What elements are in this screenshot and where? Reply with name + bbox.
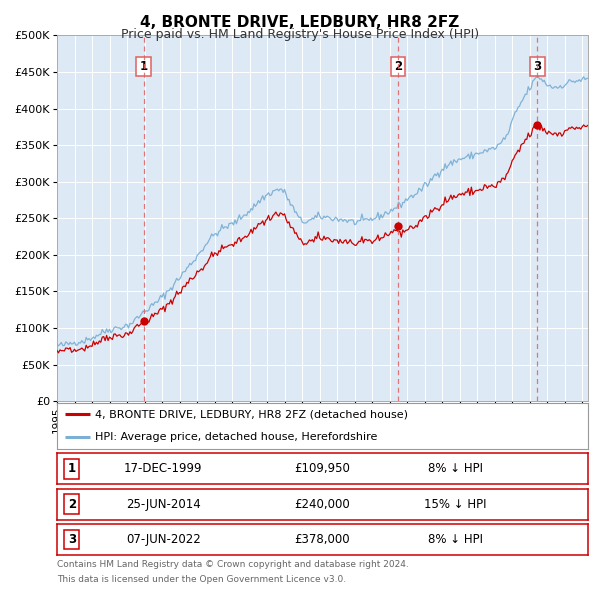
Text: This data is licensed under the Open Government Licence v3.0.: This data is licensed under the Open Gov… (57, 575, 346, 584)
Text: 07-JUN-2022: 07-JUN-2022 (126, 533, 200, 546)
Text: Contains HM Land Registry data © Crown copyright and database right 2024.: Contains HM Land Registry data © Crown c… (57, 560, 409, 569)
Text: 2: 2 (394, 60, 402, 73)
Text: 15% ↓ HPI: 15% ↓ HPI (424, 497, 487, 511)
Text: Price paid vs. HM Land Registry's House Price Index (HPI): Price paid vs. HM Land Registry's House … (121, 28, 479, 41)
Text: £240,000: £240,000 (295, 497, 350, 511)
Text: £109,950: £109,950 (295, 462, 350, 476)
Text: 3: 3 (68, 533, 76, 546)
Text: 1: 1 (68, 462, 76, 476)
Text: 3: 3 (533, 60, 541, 73)
Text: 17-DEC-1999: 17-DEC-1999 (124, 462, 202, 476)
Text: 8% ↓ HPI: 8% ↓ HPI (428, 462, 483, 476)
Text: 8% ↓ HPI: 8% ↓ HPI (428, 533, 483, 546)
Text: 25-JUN-2014: 25-JUN-2014 (126, 497, 200, 511)
Text: 2: 2 (68, 497, 76, 511)
Text: 1: 1 (140, 60, 148, 73)
Text: HPI: Average price, detached house, Herefordshire: HPI: Average price, detached house, Here… (95, 432, 377, 442)
Text: 4, BRONTE DRIVE, LEDBURY, HR8 2FZ (detached house): 4, BRONTE DRIVE, LEDBURY, HR8 2FZ (detac… (95, 409, 408, 419)
Text: £378,000: £378,000 (295, 533, 350, 546)
Text: 4, BRONTE DRIVE, LEDBURY, HR8 2FZ: 4, BRONTE DRIVE, LEDBURY, HR8 2FZ (140, 15, 460, 30)
